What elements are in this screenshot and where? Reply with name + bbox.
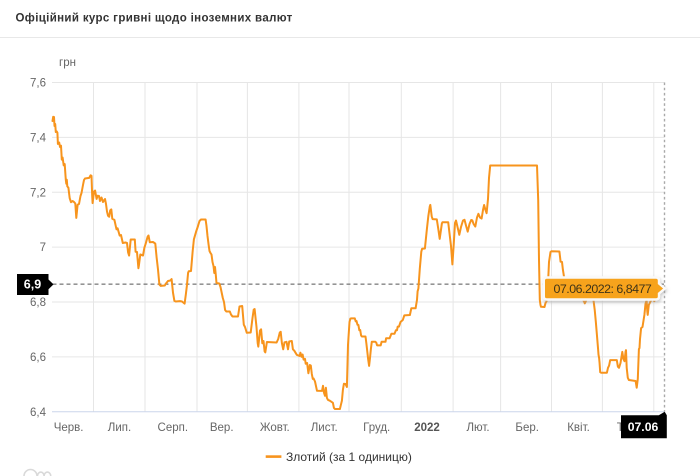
svg-text:Лип.: Лип. <box>108 422 131 434</box>
svg-text:07.06: 07.06 <box>628 420 659 434</box>
svg-text:7: 7 <box>40 242 46 254</box>
svg-text:Бер.: Бер. <box>515 422 539 434</box>
svg-text:Вер.: Вер. <box>210 422 234 434</box>
svg-text:Лист.: Лист. <box>311 422 338 434</box>
svg-text:Серп.: Серп. <box>158 422 189 434</box>
svg-text:Жовт.: Жовт. <box>260 422 290 434</box>
svg-text:6,9: 6,9 <box>24 278 41 292</box>
svg-text:Черв.: Черв. <box>54 422 84 434</box>
svg-text:2022: 2022 <box>414 422 440 434</box>
svg-text:Злотий (за 1 одиницю): Злотий (за 1 одиницю) <box>286 450 412 464</box>
svg-text:грн: грн <box>59 57 76 69</box>
svg-text:Офіційний курс гривні щодо іно: Офіційний курс гривні щодо іноземних вал… <box>16 12 293 24</box>
svg-text:6,8: 6,8 <box>30 297 46 309</box>
svg-text:6,6: 6,6 <box>30 352 46 364</box>
svg-text:6,4: 6,4 <box>30 407 47 419</box>
svg-text:Груд.: Груд. <box>363 422 390 434</box>
svg-text:7,2: 7,2 <box>30 187 46 199</box>
svg-text:7,6: 7,6 <box>30 78 46 90</box>
svg-text:Лют.: Лют. <box>466 422 489 434</box>
svg-text:07.06.2022: 6,8477: 07.06.2022: 6,8477 <box>554 282 652 296</box>
svg-text:7,4: 7,4 <box>30 132 47 144</box>
svg-text:Квіт.: Квіт. <box>567 422 590 434</box>
